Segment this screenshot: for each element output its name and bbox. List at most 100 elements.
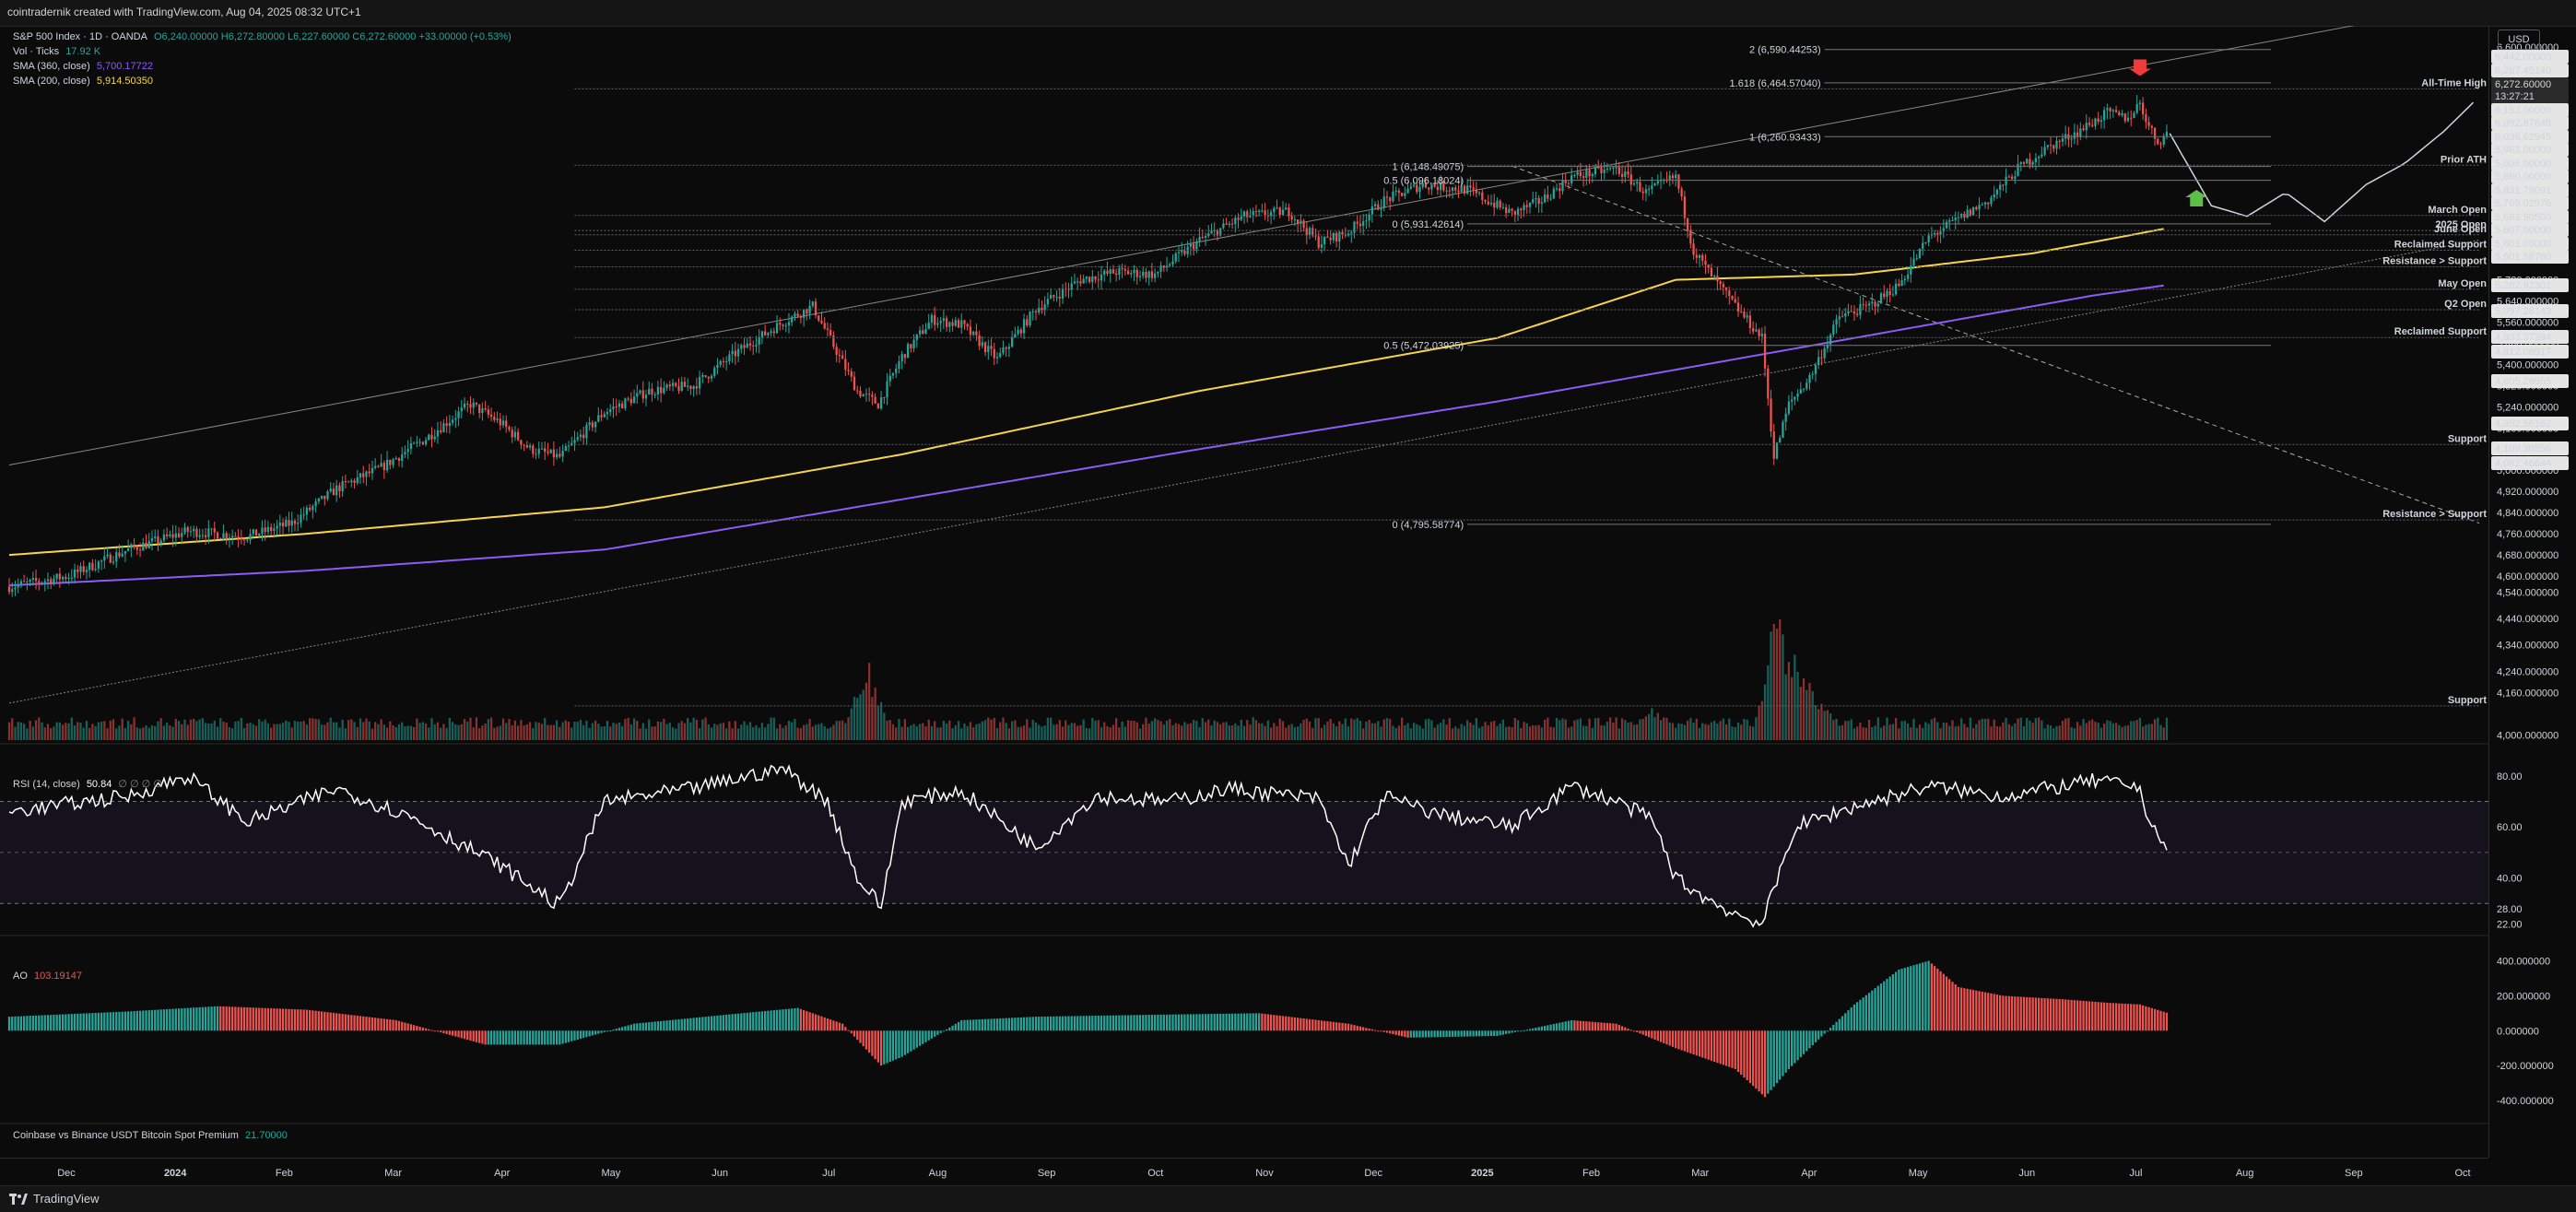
volume-bar xyxy=(934,721,936,740)
volume-bar xyxy=(1341,724,1344,740)
volume-bar xyxy=(978,723,981,740)
tradingview-brand[interactable]: TradingView xyxy=(9,1192,100,1206)
price-badge-text: 5,097.26143 xyxy=(2495,306,2551,317)
ao-bar xyxy=(1826,1030,1829,1032)
ao-legend: AO 103.19147 xyxy=(13,969,86,983)
volume-bar xyxy=(264,719,266,740)
rsi-label[interactable]: RSI (14, close) xyxy=(13,779,80,790)
volume-bar xyxy=(999,722,1002,740)
volume-bar xyxy=(1915,727,1918,740)
ao-bar xyxy=(1555,1023,1559,1031)
candle xyxy=(1022,319,1026,334)
ao-bar xyxy=(725,1014,728,1031)
volume-bar xyxy=(67,723,70,740)
candle xyxy=(1338,231,1341,242)
time-axis[interactable]: Dec 2024 Feb Mar Apr May Jun Jul Aug Sep Oct Nov Dec… xyxy=(0,1158,2488,1186)
candle xyxy=(246,539,249,541)
ao-bar xyxy=(242,1006,246,1031)
candle xyxy=(585,425,588,439)
ao-bar xyxy=(1802,1030,1806,1054)
candle xyxy=(505,420,508,428)
time-tick: Feb xyxy=(1582,1168,1600,1179)
ao-bar xyxy=(154,1009,157,1031)
candle xyxy=(841,355,844,359)
premium-label[interactable]: Coinbase vs Binance USDT Bitcoin Spot Pr… xyxy=(13,1130,239,1141)
candle xyxy=(481,407,484,413)
candle xyxy=(898,361,900,370)
volume-bar xyxy=(621,725,624,740)
ao-bar xyxy=(1966,988,1969,1031)
fib-label: 2 (6,590.44253) xyxy=(1749,45,1821,56)
volume-bar xyxy=(505,723,508,740)
ao-bar xyxy=(1585,1021,1588,1031)
ao-bar xyxy=(2014,996,2017,1031)
candle xyxy=(1261,210,1264,212)
time-tick: Oct xyxy=(2454,1168,2470,1179)
candle xyxy=(1118,267,1121,276)
volume-bar xyxy=(2002,722,2005,740)
candle xyxy=(397,458,401,461)
sma200-label[interactable]: SMA (200, close) xyxy=(13,76,90,87)
ao-bar xyxy=(1549,1024,1552,1031)
ao-bar xyxy=(740,1013,743,1031)
price-axis[interactable]: 6,600.0000006,520.0000006,360.0000006,28… xyxy=(2488,26,2576,1158)
ao-bar xyxy=(1748,1030,1752,1084)
candle xyxy=(811,301,814,306)
ao-bar xyxy=(302,1009,305,1031)
symbol-name[interactable]: S&P 500 Index · 1D · OANDA xyxy=(13,31,147,42)
candle xyxy=(2014,176,2017,180)
candle xyxy=(665,384,668,388)
candle xyxy=(847,370,850,371)
volume-bar xyxy=(2085,723,2088,740)
candle xyxy=(1668,175,1671,180)
ao-bar xyxy=(29,1016,31,1031)
candle xyxy=(332,488,335,496)
ao-bar xyxy=(1053,1016,1055,1031)
currency-label[interactable]: USD xyxy=(2498,29,2540,50)
ao-bar xyxy=(1135,1015,1138,1031)
volume-label[interactable]: Vol · Ticks xyxy=(13,46,60,57)
volume-bar xyxy=(397,724,401,740)
volume-bar xyxy=(1582,725,1585,740)
candle xyxy=(770,331,772,334)
volume-bar xyxy=(910,725,912,740)
ao-bar xyxy=(806,1011,808,1031)
ao-bar xyxy=(1719,1030,1722,1065)
ao-bar xyxy=(177,1008,181,1031)
volume-bar xyxy=(1308,721,1312,740)
candle xyxy=(1225,223,1228,225)
volume-bar xyxy=(2064,718,2067,740)
volume-bar xyxy=(240,717,242,740)
candle xyxy=(2106,108,2109,111)
level-label: All-Time High xyxy=(2421,77,2487,88)
volume-bar xyxy=(1799,687,1802,740)
volume-bar xyxy=(1300,723,1302,740)
volume-bar xyxy=(130,724,133,740)
volume-bar xyxy=(2130,721,2133,740)
ao-bar xyxy=(528,1030,532,1045)
volume-bar xyxy=(121,718,124,740)
candle xyxy=(1713,276,1716,277)
ao-bar xyxy=(1844,1013,1847,1031)
ao-bar xyxy=(820,1016,823,1031)
volume-bar xyxy=(1126,720,1130,740)
ao-bar xyxy=(142,1010,145,1031)
volume-bar xyxy=(725,728,728,740)
volume-bar xyxy=(290,727,293,740)
candle xyxy=(912,339,915,349)
ao-bar xyxy=(1382,1030,1385,1032)
sma360-label[interactable]: SMA (360, close) xyxy=(13,61,90,72)
ao-bar xyxy=(808,1012,811,1031)
candle xyxy=(1609,168,1612,170)
volume-bar xyxy=(1046,717,1050,740)
volume-bar xyxy=(624,719,627,740)
candle xyxy=(1864,304,1867,306)
volume-bar xyxy=(281,723,285,740)
candle xyxy=(1918,249,1922,258)
candle xyxy=(466,404,469,406)
chart-plot[interactable]: 2.618 (6,754.07860)2 (6,590.44253)1.618 … xyxy=(0,26,2488,1158)
candle xyxy=(38,581,41,583)
footer-bar: TradingView xyxy=(0,1185,2576,1212)
candle xyxy=(183,527,186,534)
ao-label[interactable]: AO xyxy=(13,971,28,982)
